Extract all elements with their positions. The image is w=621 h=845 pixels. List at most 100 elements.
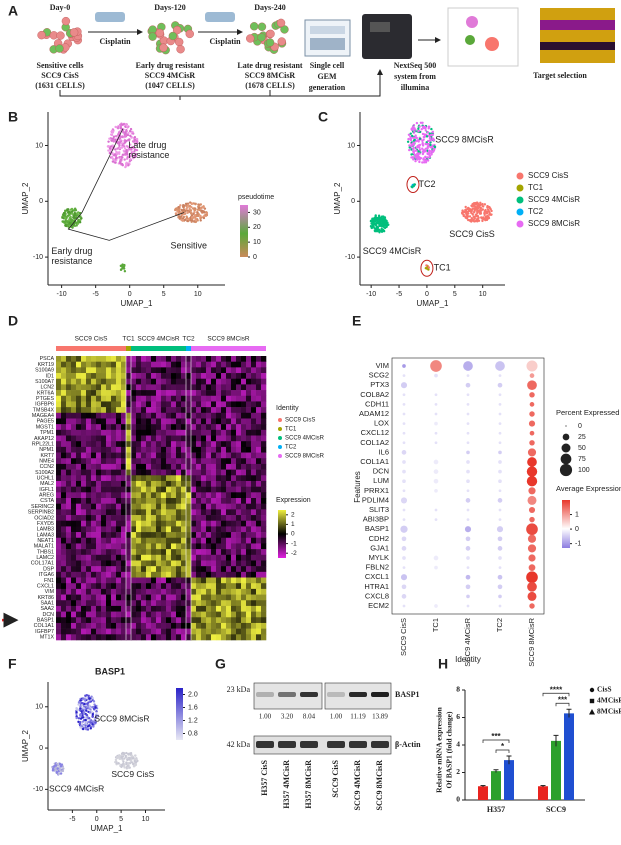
heat-cell [176,492,182,499]
heat-cell [56,628,62,635]
heat-cell [76,492,82,499]
cell-point [133,155,136,159]
heat-cell [261,532,267,539]
heat-cell [91,486,97,493]
heat-cell [86,520,92,527]
cell-point [427,268,430,271]
heat-cell [256,401,262,408]
heat-cell [191,560,197,567]
dot [434,565,438,570]
dot [402,460,406,464]
heat-cell [116,566,122,573]
cell-point [82,706,85,710]
cell-point [473,201,477,205]
gem-label: Single cell [310,61,345,70]
cell-point [132,132,135,135]
heat-cell [71,560,77,567]
heat-cell [151,549,157,556]
heat-cell [136,401,142,408]
heat-cell [181,384,187,391]
heat-cell [166,583,172,590]
heat-cell [236,367,242,374]
heat-cell [91,378,97,385]
heat-cell [121,571,127,578]
heat-cell [101,373,107,380]
dot [434,403,438,406]
size-key [561,443,571,453]
cell-point [193,208,197,211]
significance-bracket [482,739,510,743]
heat-cell [76,486,82,493]
heat-cell [196,605,202,612]
heat-cell [81,367,87,374]
heat-cell [231,395,237,402]
heat-cell [256,384,262,391]
cell-point [418,152,421,155]
heat-cell [176,384,182,391]
cell-point [476,201,479,204]
cell-point [68,221,72,224]
heat-cell [71,532,77,539]
heat-cell [141,611,147,618]
legend-label: 25 [578,434,586,441]
bar [504,760,514,800]
band-quantification: 1.00 [259,713,272,721]
heat-cell [251,469,257,476]
heat-cell [221,458,227,465]
heat-cell [76,361,82,368]
heat-cell [161,390,167,397]
heat-cell [196,441,202,448]
cell-point [129,127,133,131]
heat-cell [211,469,217,476]
heat-cell [71,446,77,453]
heat-cell [241,486,247,493]
heat-cell [61,537,67,544]
heat-cell [66,617,72,624]
x-tick-label: 0 [128,291,132,298]
heat-cell [61,418,67,425]
heat-cell [71,554,77,561]
cell-point [55,764,58,767]
feature-title: BASP1 [95,666,125,676]
heat-cell [91,605,97,612]
heat-cell [111,373,117,380]
heat-cell [171,480,177,487]
heat-cell [156,532,162,539]
heat-cell [66,435,72,442]
heat-cell [141,458,147,465]
heat-cell [226,600,232,607]
heat-cell [111,628,117,635]
heat-cell [256,605,262,612]
cell-point [416,152,419,156]
heat-cell [171,611,177,618]
heat-cell [231,549,237,556]
heat-cell [261,492,267,499]
heat-cell [246,356,252,362]
heat-cell [111,378,117,385]
heat-cell [251,412,257,419]
legend-title: Expression [276,497,311,504]
colorbar-label: 1 [291,521,295,528]
cluster-header: TC2 [182,336,195,343]
cell-point [120,268,123,271]
gene-label: COL1A1 [34,623,54,629]
dot [402,604,406,608]
heat-cell [171,475,177,482]
heat-cell [216,412,222,419]
heat-cell [231,486,237,493]
cell-point [477,219,481,222]
cell [276,18,286,28]
heat-cell [111,424,117,431]
annotation: Sensitive [171,240,208,250]
heat-cell [116,435,122,442]
heat-cell [216,549,222,556]
heat-cell [236,588,242,595]
heat-cell [116,520,122,527]
heat-cell [146,424,152,431]
heat-cell [81,463,87,470]
cell-point [92,720,95,724]
heat-cell [181,441,187,448]
x-tick-label: -10 [57,291,67,298]
heat-cell [81,424,87,431]
cell-point [80,703,84,707]
